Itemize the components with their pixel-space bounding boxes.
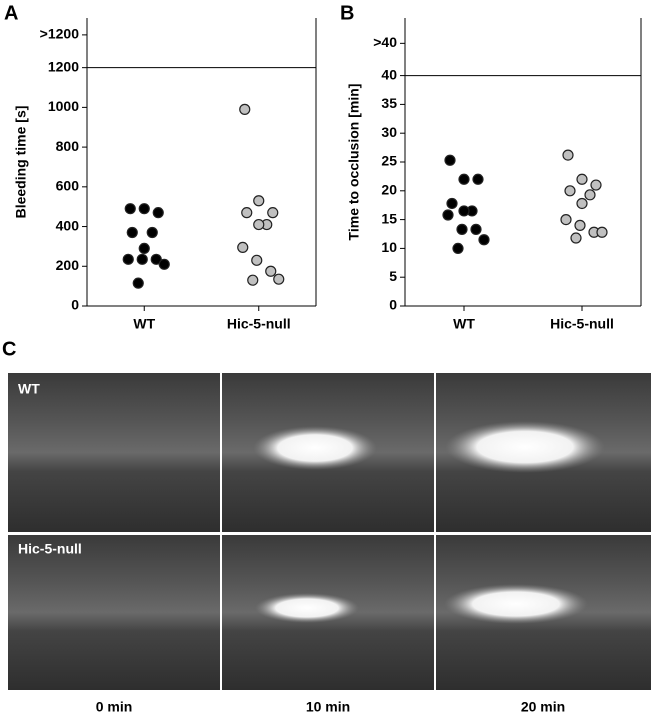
data-point (584, 189, 596, 201)
y-tick-label: 1200 (48, 58, 79, 74)
y-tick-label: 25 (381, 153, 397, 169)
y-tick-label: 10 (381, 239, 397, 255)
y-tick-label: 0 (71, 297, 79, 313)
data-point (458, 205, 470, 217)
data-point (446, 197, 458, 210)
panel-label: B (340, 2, 354, 24)
data-point (564, 185, 576, 197)
data-point (239, 103, 251, 115)
data-point (237, 241, 249, 254)
data-point (590, 179, 602, 191)
column-label: 20 min (521, 699, 565, 715)
data-point (576, 197, 588, 210)
data-point (253, 195, 265, 207)
x-tick-label: WT (133, 316, 155, 332)
y-tick-label: 200 (56, 257, 80, 273)
data-point (470, 223, 482, 235)
row-label: WT (18, 381, 40, 397)
data-point (138, 203, 150, 215)
panel-label: C (2, 338, 16, 360)
x-tick-label: Hic-5-null (550, 316, 614, 332)
data-point (132, 277, 144, 289)
data-point (442, 209, 454, 221)
data-point (562, 149, 574, 161)
column-label: 0 min (96, 699, 133, 715)
data-point (444, 154, 456, 166)
data-point (247, 274, 259, 286)
data-point (472, 173, 484, 185)
data-point (146, 226, 158, 239)
y-tick-label: 30 (381, 124, 397, 140)
y-tick-label: >40 (373, 34, 397, 50)
data-point (152, 207, 164, 219)
data-point (458, 173, 470, 185)
data-point (124, 203, 136, 215)
data-point (122, 253, 134, 265)
data-point (126, 226, 138, 239)
data-point (570, 232, 582, 244)
panel-label: A (4, 2, 18, 24)
y-tick-label: 600 (56, 178, 80, 194)
data-point (267, 207, 279, 219)
y-tick-label: 15 (381, 210, 397, 226)
data-point (560, 214, 572, 226)
row-label: Hic-5-null (18, 541, 82, 557)
thrombus (255, 593, 359, 623)
data-point (241, 207, 253, 219)
data-point (253, 218, 265, 231)
y-tick-label: 35 (381, 95, 397, 111)
data-point (136, 253, 148, 265)
column-label: 10 min (306, 699, 350, 715)
data-point (150, 253, 162, 265)
data-point (251, 254, 263, 266)
data-point (456, 223, 468, 235)
y-axis-label: Time to occlusion [min] (346, 84, 362, 241)
data-point (138, 242, 150, 254)
data-point (478, 234, 490, 246)
data-point (273, 273, 285, 285)
micrographs: WT Hic-5-null 0 min 10 min 20 min (8, 373, 651, 715)
data-point (158, 258, 170, 270)
thrombus (445, 421, 605, 473)
x-tick-label: Hic-5-null (227, 316, 291, 332)
y-tick-label: 20 (381, 182, 397, 198)
data-point (574, 219, 586, 231)
y-tick-label: 400 (56, 217, 80, 233)
image (8, 535, 220, 690)
y-tick-label: 0 (389, 297, 397, 313)
y-tick-label: 40 (381, 66, 397, 82)
thrombus (253, 426, 377, 470)
x-tick-label: WT (453, 316, 475, 332)
data-point (576, 173, 588, 185)
data-point (452, 242, 464, 254)
data-point (265, 265, 277, 277)
y-tick-label: 5 (389, 268, 397, 284)
y-tick-label: 800 (56, 138, 80, 154)
y-tick-label: 1000 (48, 98, 79, 114)
y-axis-label: Bleeding time [s] (13, 106, 29, 219)
y-tick-label: >1200 (40, 26, 80, 42)
thrombus (444, 584, 588, 624)
image (8, 373, 220, 532)
data-point (596, 226, 608, 238)
